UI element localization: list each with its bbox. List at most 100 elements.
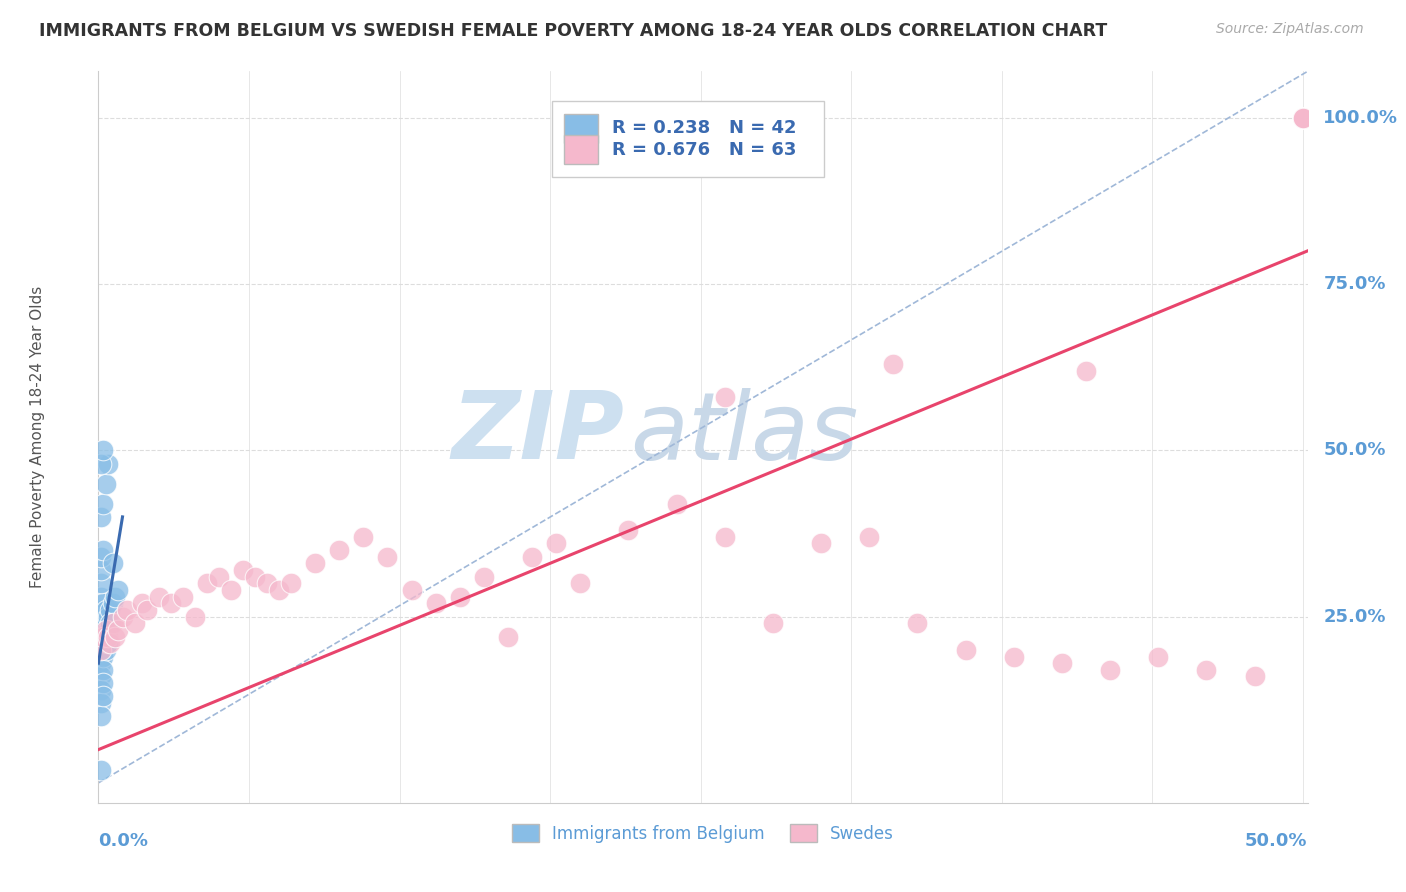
Point bbox=[94, 643, 117, 657]
Point bbox=[97, 457, 120, 471]
Point bbox=[101, 557, 124, 571]
Point bbox=[352, 530, 374, 544]
Point bbox=[280, 576, 302, 591]
Point bbox=[90, 563, 112, 577]
Point bbox=[91, 596, 114, 610]
Point bbox=[243, 570, 266, 584]
Point bbox=[1074, 363, 1097, 377]
Point bbox=[97, 636, 120, 650]
Point bbox=[90, 590, 112, 604]
Point bbox=[232, 563, 254, 577]
Point bbox=[267, 582, 290, 597]
Legend: Immigrants from Belgium, Swedes: Immigrants from Belgium, Swedes bbox=[506, 818, 900, 849]
Point bbox=[90, 709, 112, 723]
Text: R = 0.238   N = 42: R = 0.238 N = 42 bbox=[613, 120, 797, 137]
Point bbox=[90, 669, 112, 683]
Point bbox=[1292, 111, 1315, 125]
Point bbox=[135, 603, 157, 617]
Point bbox=[208, 570, 231, 584]
Point bbox=[172, 590, 194, 604]
Text: 50.0%: 50.0% bbox=[1246, 832, 1308, 850]
Point bbox=[328, 543, 350, 558]
Point bbox=[1195, 663, 1218, 677]
Point bbox=[90, 696, 112, 710]
Point bbox=[905, 616, 928, 631]
Point bbox=[955, 643, 977, 657]
Point bbox=[184, 609, 207, 624]
Point bbox=[569, 576, 592, 591]
Text: IMMIGRANTS FROM BELGIUM VS SWEDISH FEMALE POVERTY AMONG 18-24 YEAR OLDS CORRELAT: IMMIGRANTS FROM BELGIUM VS SWEDISH FEMAL… bbox=[39, 22, 1108, 40]
Point bbox=[131, 596, 153, 610]
Point bbox=[882, 357, 904, 371]
Point bbox=[1292, 111, 1315, 125]
Point bbox=[1292, 111, 1315, 125]
Point bbox=[91, 543, 114, 558]
Point bbox=[94, 616, 117, 631]
Point bbox=[91, 663, 114, 677]
Point bbox=[810, 536, 832, 550]
Point bbox=[97, 623, 120, 637]
Point bbox=[91, 609, 114, 624]
Point bbox=[520, 549, 543, 564]
Point bbox=[449, 590, 471, 604]
Point bbox=[377, 549, 399, 564]
Point bbox=[1292, 111, 1315, 125]
Point bbox=[219, 582, 242, 597]
Point bbox=[762, 616, 785, 631]
Point bbox=[90, 656, 112, 670]
Text: Female Poverty Among 18-24 Year Olds: Female Poverty Among 18-24 Year Olds bbox=[31, 286, 45, 588]
Point bbox=[304, 557, 326, 571]
Point bbox=[94, 630, 117, 644]
Text: 25.0%: 25.0% bbox=[1323, 607, 1386, 625]
Point bbox=[90, 643, 112, 657]
Point bbox=[90, 630, 112, 644]
Point bbox=[90, 549, 112, 564]
Point bbox=[100, 636, 122, 650]
Point bbox=[111, 609, 134, 624]
Point bbox=[90, 682, 112, 697]
Point bbox=[90, 603, 112, 617]
Point bbox=[1292, 111, 1315, 125]
Text: R = 0.676   N = 63: R = 0.676 N = 63 bbox=[613, 141, 797, 159]
FancyBboxPatch shape bbox=[564, 114, 598, 143]
Point bbox=[1292, 111, 1315, 125]
Point bbox=[617, 523, 640, 537]
Point bbox=[100, 603, 122, 617]
Point bbox=[107, 582, 129, 597]
Point bbox=[858, 530, 880, 544]
Point bbox=[101, 616, 124, 631]
Point bbox=[97, 630, 120, 644]
Text: atlas: atlas bbox=[630, 388, 859, 479]
Point bbox=[107, 623, 129, 637]
Point bbox=[90, 509, 112, 524]
Point bbox=[1292, 111, 1315, 125]
Point bbox=[94, 603, 117, 617]
Point bbox=[195, 576, 218, 591]
Text: 100.0%: 100.0% bbox=[1323, 109, 1399, 127]
Point bbox=[713, 530, 735, 544]
Point bbox=[91, 630, 114, 644]
Point bbox=[117, 603, 139, 617]
Point bbox=[425, 596, 447, 610]
Point bbox=[90, 763, 112, 777]
FancyBboxPatch shape bbox=[564, 135, 598, 164]
Text: 0.0%: 0.0% bbox=[98, 832, 149, 850]
Point bbox=[1050, 656, 1073, 670]
Point bbox=[91, 690, 114, 704]
Point bbox=[94, 476, 117, 491]
Point bbox=[148, 590, 170, 604]
Point bbox=[472, 570, 495, 584]
Point bbox=[91, 649, 114, 664]
Point bbox=[1292, 111, 1315, 125]
Point bbox=[1243, 669, 1265, 683]
FancyBboxPatch shape bbox=[551, 101, 824, 178]
Point bbox=[90, 576, 112, 591]
Point bbox=[97, 609, 120, 624]
Point bbox=[1099, 663, 1122, 677]
Point bbox=[94, 623, 117, 637]
Point bbox=[1002, 649, 1025, 664]
Point bbox=[1147, 649, 1170, 664]
Point bbox=[91, 676, 114, 690]
Point bbox=[124, 616, 146, 631]
Text: ZIP: ZIP bbox=[451, 387, 624, 479]
